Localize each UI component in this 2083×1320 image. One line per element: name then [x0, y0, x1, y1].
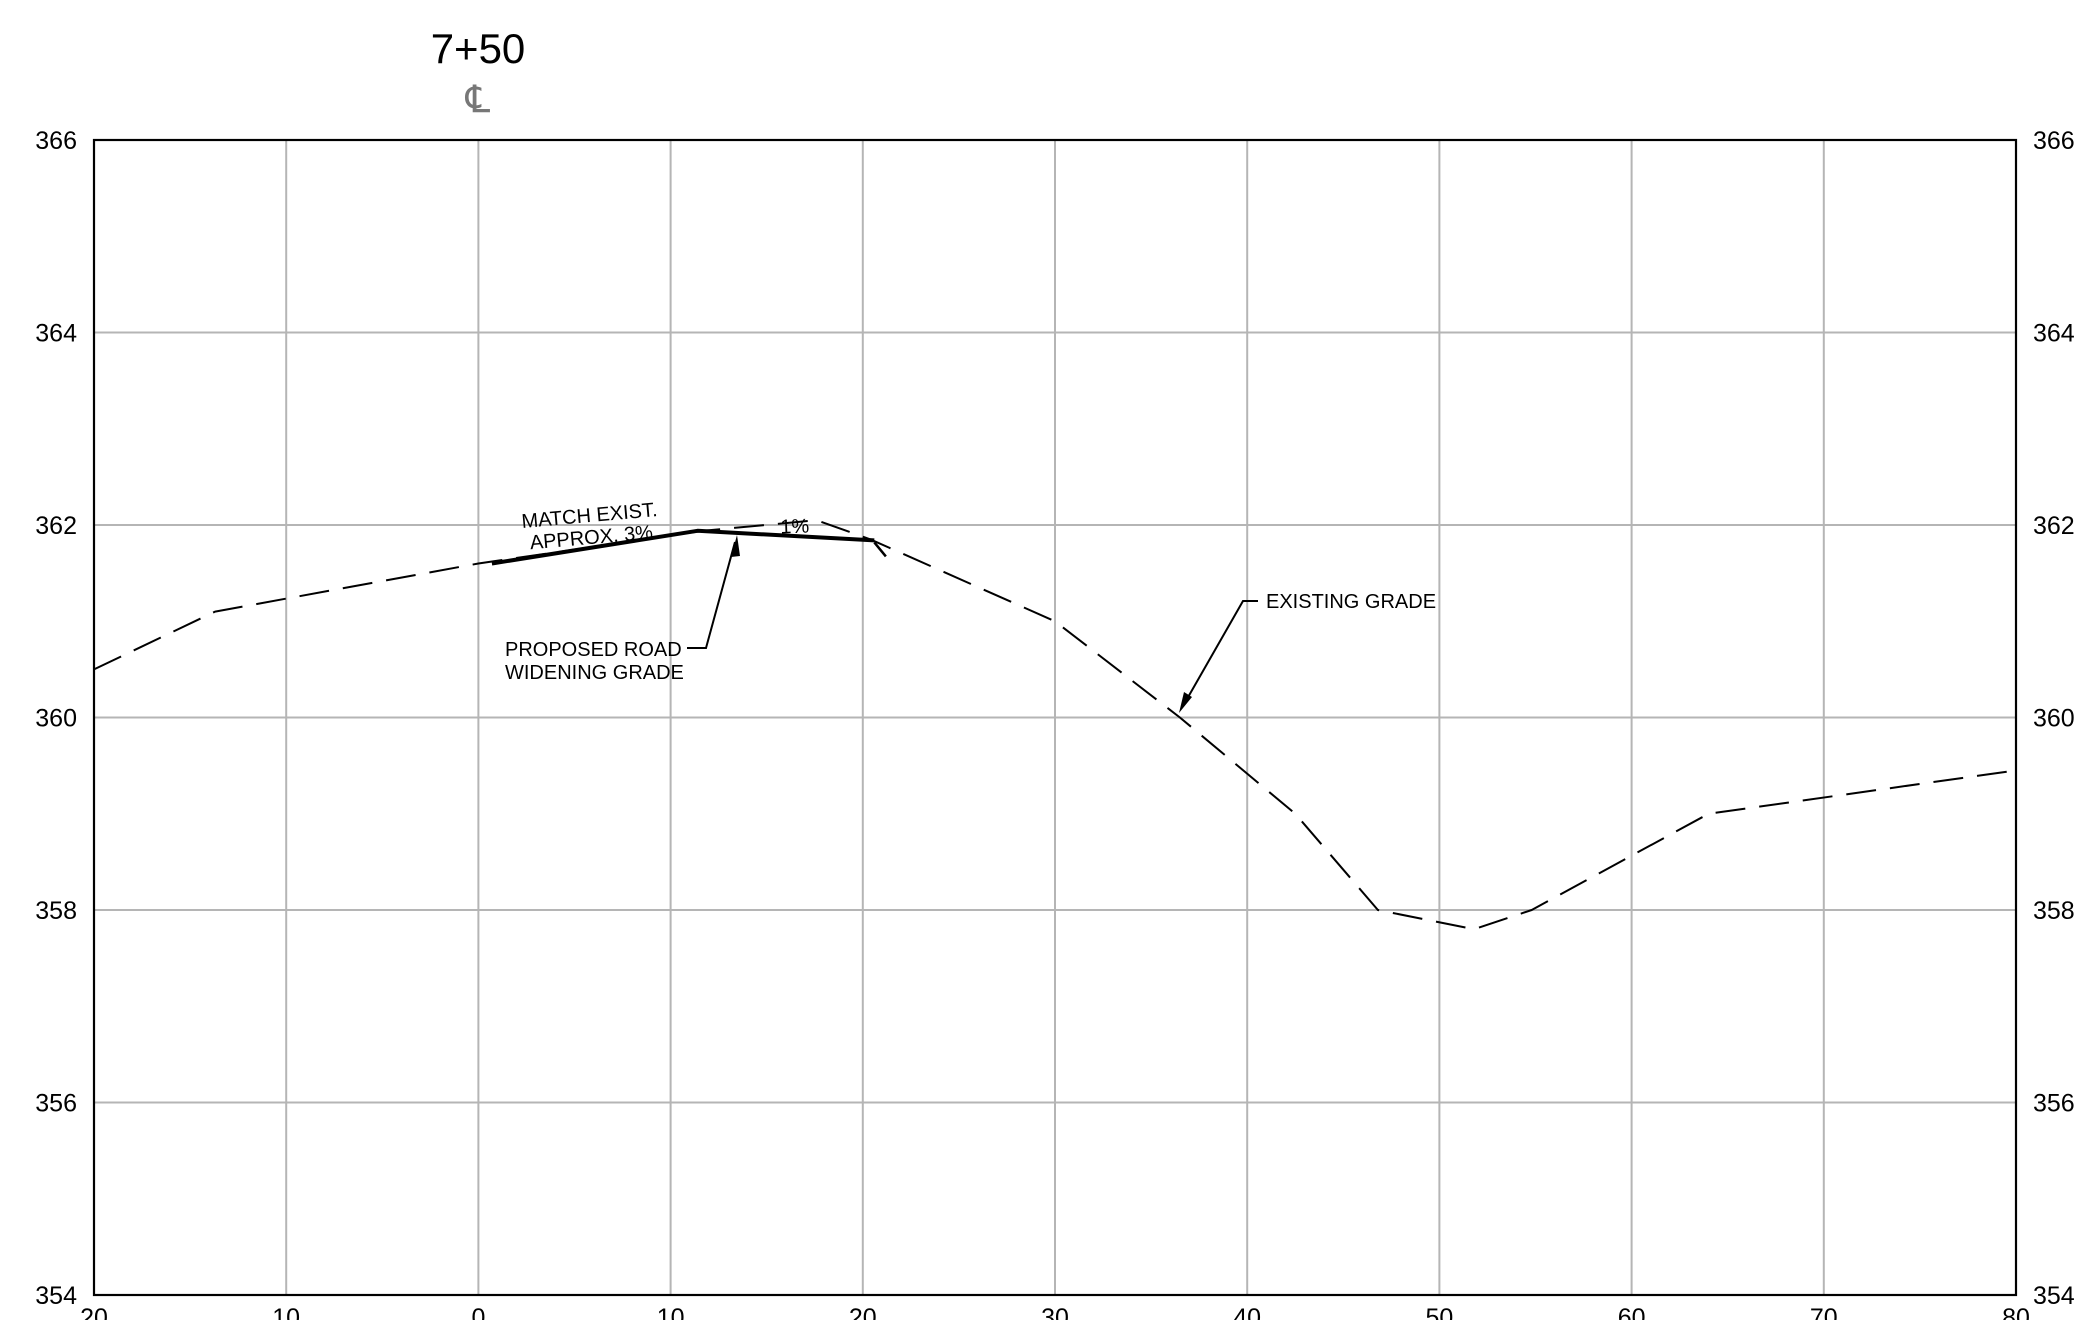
existing-leader-line [1182, 600, 1258, 707]
proposed-grade-text: WIDENING GRADE [505, 662, 684, 684]
x-tick-label: 40 [1233, 1304, 1261, 1320]
y-tick-label-left: 354 [35, 1282, 77, 1310]
y-tick-label-right: 360 [2033, 705, 2075, 733]
y-tick-label-left: 366 [35, 127, 77, 155]
slope-note: 1% [780, 515, 810, 538]
y-tick-label-right: 362 [2033, 512, 2075, 540]
proposed-leader-line [687, 541, 736, 649]
y-tick-label-right: 366 [2033, 127, 2075, 155]
annotations: MATCH EXIST.APPROX. 3% 1% PROPOSED ROADWID… [505, 499, 1436, 713]
y-tick-label-right: 358 [2033, 897, 2075, 925]
existing-grade-text: EXISTING GRADE [1266, 591, 1436, 613]
x-tick-label: 70 [1810, 1304, 1838, 1320]
x-tick-label: 20 [849, 1304, 877, 1320]
proposed-grade-text: PROPOSED ROAD [505, 639, 682, 661]
y-tick-label-right: 356 [2033, 1090, 2075, 1118]
slope-text: 1% [780, 515, 810, 538]
arrowhead-icon [731, 535, 740, 557]
x-tick-label: 80 [2002, 1304, 2030, 1320]
plot-border [92, 138, 2018, 1297]
plot-frame [92, 138, 2018, 1297]
arrowhead-icon [1179, 692, 1192, 713]
y-tick-label-left: 362 [35, 512, 77, 540]
match-existing-note: MATCH EXIST.APPROX. 3% [521, 499, 659, 554]
y-tick-label-left: 360 [35, 705, 77, 733]
centerline-icon: ℄ [465, 79, 491, 121]
grade-end-mark [873, 541, 887, 558]
y-tick-label-right: 364 [2033, 320, 2075, 348]
y-tick-label-left: 356 [35, 1090, 77, 1118]
grid [94, 140, 2016, 1295]
x-tick-label: 10 [657, 1304, 685, 1320]
y-tick-label-right: 354 [2033, 1282, 2075, 1310]
existing-grade-line [93, 519, 2017, 931]
x-tick-label: 10 [272, 1304, 300, 1320]
x-tick-label: 0 [471, 1304, 485, 1320]
x-tick-label: 20 [80, 1304, 108, 1320]
station-label: 7+50 [431, 25, 526, 72]
x-tick-label: 60 [1618, 1304, 1646, 1320]
x-tick-label: 50 [1425, 1304, 1453, 1320]
proposed-grade-line [491, 528, 875, 566]
y-tick-label-left: 364 [35, 320, 77, 348]
y-tick-label-left: 358 [35, 897, 77, 925]
series [93, 519, 2017, 931]
x-tick-label: 30 [1041, 1304, 1069, 1320]
